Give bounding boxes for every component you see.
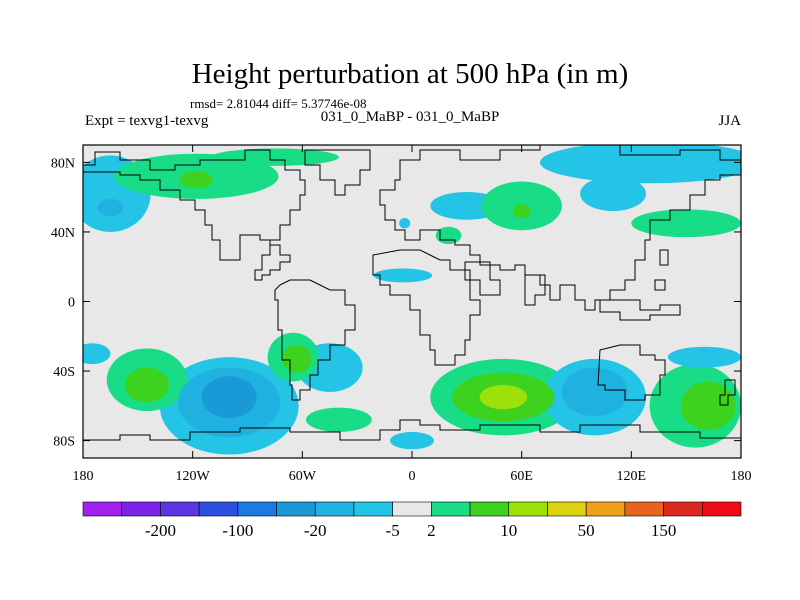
colorbar-box-12 [547,501,587,517]
x-tick-label: 60E [510,469,533,484]
colorbar-box-7 [353,501,393,517]
x-tick-label: 180 [731,469,752,484]
colorbar-label: -200 [145,521,176,540]
experiment-label: Expt = texvg1-texvg [85,113,209,129]
contour-region-cyan-neg-indian-arc [373,268,433,283]
coastline-japan [654,249,669,291]
colorbar-box-0 [82,501,123,517]
x-axis: 180 120W 60W 0 60E 120E 180 [73,145,752,484]
colorbar-label: -100 [222,521,253,540]
y-tick-label: 80S [53,435,75,450]
chart-title: Height perturbation at 500 hPa (in m) [192,58,629,90]
colorbar-box-16 [701,501,742,517]
x-tick-label: 60W [289,469,317,484]
colorbar-box-9 [431,501,471,517]
x-tick-label: 180 [73,469,94,484]
contour-region-green-pos-na-core [179,171,213,189]
y-tick-label: 80N [51,156,75,171]
coastline-eurasia [379,145,741,311]
colorbar: -200 -100 -20 -5 2 10 50 150 [82,501,742,540]
coastline-layer [83,145,741,441]
coastline-arabia [464,261,501,296]
comparison-label: 031_0_MaBP - 031_0_MaBP [321,109,500,125]
x-tick-label: 0 [409,469,416,484]
colorbar-box-3 [198,501,239,517]
colorbar-box-5 [276,501,316,517]
contour-region-blue-neg-alaska-core [97,198,124,217]
y-tick-label: 40S [53,365,75,380]
contour-region-cyan-neg-antarctic-coast [390,431,434,450]
colorbar-label: 150 [651,521,677,540]
contour-region-cyan-neg-arctic-east [539,145,741,184]
coastline-greenland [304,149,371,196]
contour-region-cyan-neg-tibet-ish [399,218,411,229]
contour-region-green-pos-north-strip [210,148,339,166]
colorbar-box-14 [624,501,664,517]
x-tick-label: 120E [617,469,647,484]
contour-region-green-pos-pacific-ne [631,209,741,238]
coastline-north-america [83,149,306,281]
coastline-africa [372,249,481,366]
coastline-india [524,274,546,306]
colorbar-box-2 [160,501,200,517]
coastline-australia [597,344,666,401]
colorbar-label: -5 [386,521,400,540]
y-tick-label: 40N [51,226,75,241]
contour-region-cyan-neg-nz-east [667,346,741,368]
colorbar-box-8 [392,501,432,517]
colorbar-box-13 [585,501,626,517]
colorbar-box-4 [237,501,277,517]
colorbar-label: 50 [578,521,595,540]
contour-region-cyan-neg-siberia [580,176,646,212]
season-label: JJA [718,113,741,129]
x-tick-label: 120W [176,469,211,484]
coastline-antarctica [83,419,741,441]
colorbar-box-1 [121,501,161,517]
coastline-southeast-asia-islands [599,299,681,321]
contour-region-green-pos-sp-core [125,367,169,403]
colorbar-box-11 [508,501,548,517]
colorbar-box-15 [663,501,703,517]
stats-line: rmsd= 2.81044 diff= 5.37746e-08 [190,96,367,111]
contour-region-cyan-neg-sp-edge [83,343,111,365]
colorbar-box-10 [469,501,510,517]
coastline-south-america [274,279,356,401]
contour-region-green-pos-tasman-core [680,381,736,431]
contour-region-mid-neg-australia [561,367,628,417]
colorbar-label: 10 [500,521,517,540]
contour-region-deep-neg-south-pacific [201,376,257,419]
colorbar-box-6 [314,501,355,517]
colorbar-label: 2 [427,521,436,540]
contour-region-yellow-pos-io-core [479,384,528,410]
contour-region-green-pos-south-atlantic-low [305,407,372,432]
y-axis: 80N 40N 0 40S 80S [51,156,741,450]
coastline-new-zealand [719,379,736,406]
contour-region-green-pos-central-asia-core [512,204,531,219]
colorbar-label: -20 [304,521,327,540]
contour-region-green-pos-sa-core [282,344,312,373]
y-tick-label: 0 [68,296,75,311]
